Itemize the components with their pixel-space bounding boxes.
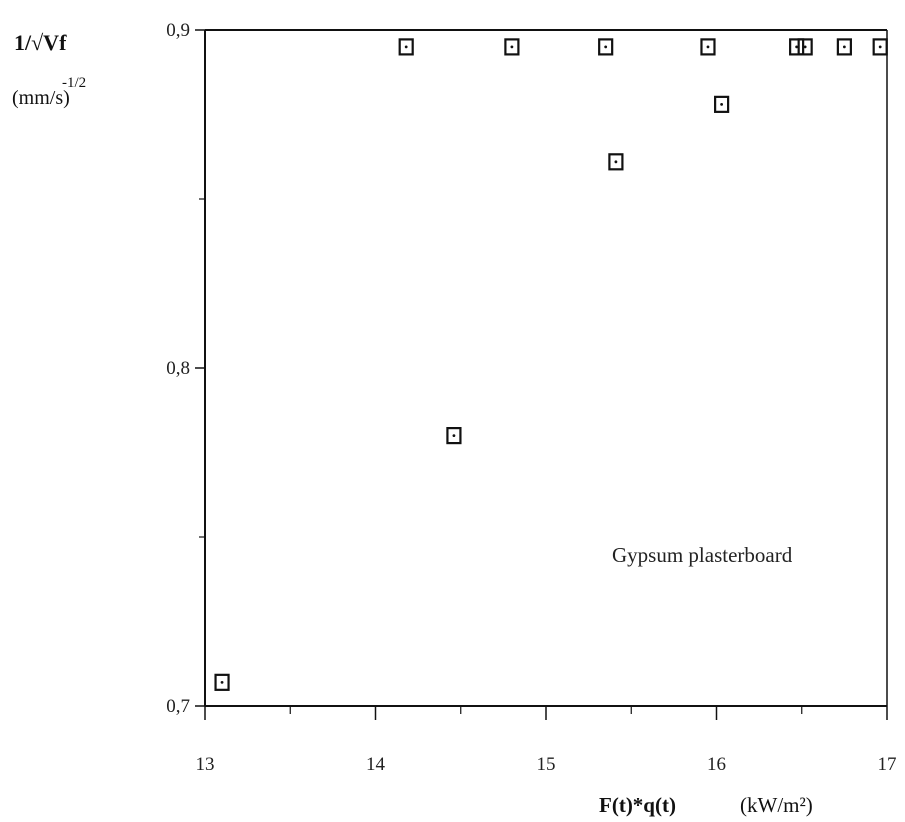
data-point (872, 38, 888, 56)
data-point (446, 427, 462, 445)
y-ticks: 0,7 0,8 0,9 (166, 20, 205, 717)
data-point (608, 153, 624, 171)
x-ticks: 13 14 15 16 17 (196, 706, 897, 775)
y-axis-unit-exponent: -1/2 (62, 75, 86, 91)
x-axis-unit: (kW/m²) (740, 793, 813, 817)
x-tick-label: 14 (366, 754, 386, 775)
data-points (214, 38, 888, 691)
data-point (789, 38, 805, 56)
x-tick-label: 15 (537, 754, 556, 775)
data-point (714, 95, 730, 113)
data-point (836, 38, 852, 56)
y-tick-label: 0,9 (166, 20, 190, 41)
y-axis-label: 1/√Vf (14, 30, 67, 55)
data-point (700, 38, 716, 56)
data-point (398, 38, 414, 56)
chart-annotation: Gypsum plasterboard (612, 543, 793, 567)
data-point (504, 38, 520, 56)
x-tick-label: 17 (878, 754, 897, 775)
data-point (214, 673, 230, 691)
y-tick-label: 0,7 (166, 696, 190, 717)
data-point (598, 38, 614, 56)
x-axis-label: F(t)*q(t) (599, 793, 676, 817)
plot-frame (204, 29, 888, 707)
x-tick-label: 16 (707, 754, 726, 775)
data-point (797, 38, 813, 56)
y-tick-label: 0,8 (166, 358, 190, 379)
y-axis-unit: (mm/s) (12, 87, 70, 109)
x-tick-label: 13 (196, 754, 215, 775)
